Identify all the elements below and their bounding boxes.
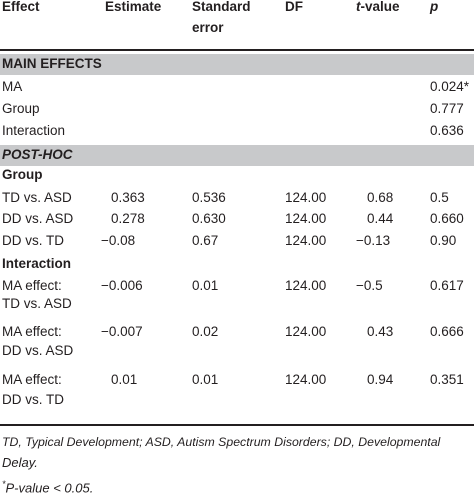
cell-df: 124.00 bbox=[285, 233, 327, 248]
cell-p: 0.90 bbox=[430, 233, 457, 248]
cell-df: 124.00 bbox=[285, 324, 327, 339]
cell-effect-line2: DD vs. ASD bbox=[2, 343, 74, 358]
cell-df: 124.00 bbox=[285, 190, 327, 205]
cell-standard-error: 0.01 bbox=[192, 278, 219, 293]
cell-estimate: 0.278 bbox=[111, 211, 145, 226]
header-t-value: t-value bbox=[356, 0, 400, 16]
cell-effect-line1: MA effect: bbox=[2, 324, 62, 339]
footnote-abbreviations-line1: TD, Typical Development; ASD, Autism Spe… bbox=[2, 435, 441, 449]
footnote-abbreviations-line2: Delay. bbox=[2, 455, 38, 470]
section-band-post-hoc: POST-HOC bbox=[0, 145, 474, 166]
table-header: Effect Estimate Standard error DF t-valu… bbox=[0, 0, 474, 46]
cell-estimate: −0.08 bbox=[101, 233, 136, 248]
cell-effect-line2: TD vs. ASD bbox=[2, 296, 72, 311]
cell-t-value: 0.68 bbox=[367, 190, 394, 205]
cell-p: 0.636 bbox=[430, 123, 464, 138]
cell-effect-line1: MA effect: bbox=[2, 278, 62, 293]
cell-effect-line2: DD vs. TD bbox=[2, 392, 65, 407]
cell-standard-error: 0.67 bbox=[192, 233, 219, 248]
cell-t-value: −0.5 bbox=[356, 278, 383, 293]
cell-df: 124.00 bbox=[285, 211, 327, 226]
header-t-italic: t bbox=[356, 0, 361, 14]
header-standard-error-line1: Standard bbox=[192, 0, 251, 14]
section-label-main-effects: MAIN EFFECTS bbox=[2, 56, 102, 71]
header-estimate: Estimate bbox=[105, 0, 162, 14]
cell-estimate: 0.363 bbox=[111, 190, 145, 205]
cell-effect: DD vs. ASD bbox=[2, 211, 74, 226]
footnote-significance-text: P-value < 0.05. bbox=[5, 480, 94, 496]
subheading-group: Group bbox=[2, 167, 43, 182]
cell-df: 124.00 bbox=[285, 372, 327, 387]
cell-p: 0.5 bbox=[430, 190, 449, 205]
cell-effect: TD vs. ASD bbox=[2, 190, 72, 205]
header-effect: Effect bbox=[2, 0, 40, 14]
cell-p: 0.666 bbox=[430, 324, 464, 339]
cell-effect-line1: MA effect: bbox=[2, 372, 62, 387]
subheading-interaction: Interaction bbox=[2, 256, 72, 271]
footnote-star: * bbox=[2, 479, 6, 489]
cell-estimate: 0.01 bbox=[111, 372, 138, 387]
cell-effect: Group bbox=[2, 101, 40, 116]
cell-df: 124.00 bbox=[285, 278, 327, 293]
cell-standard-error: 0.536 bbox=[192, 190, 226, 205]
cell-standard-error: 0.630 bbox=[192, 211, 226, 226]
header-p: p bbox=[430, 0, 439, 14]
header-t-rest: -value bbox=[360, 0, 400, 14]
cell-estimate: −0.006 bbox=[101, 278, 143, 293]
cell-effect: Interaction bbox=[2, 123, 66, 138]
cell-p: 0.024* bbox=[430, 79, 470, 94]
cell-estimate: −0.007 bbox=[101, 324, 143, 339]
table-bottom-rule bbox=[0, 424, 474, 426]
cell-t-value: 0.94 bbox=[367, 372, 394, 387]
header-rule bbox=[0, 49, 474, 51]
section-band-main-effects: MAIN EFFECTS bbox=[0, 54, 474, 75]
cell-t-value: 0.44 bbox=[367, 211, 394, 226]
cell-t-value: 0.43 bbox=[367, 324, 394, 339]
cell-t-value: −0.13 bbox=[356, 233, 391, 248]
cell-standard-error: 0.01 bbox=[192, 372, 219, 387]
cell-p: 0.660 bbox=[430, 211, 464, 226]
cell-standard-error: 0.02 bbox=[192, 324, 219, 339]
cell-effect: DD vs. TD bbox=[2, 233, 65, 248]
cell-effect: MA bbox=[2, 79, 23, 94]
footnote-significance: *P-value < 0.05. bbox=[2, 474, 474, 498]
section-label-post-hoc: POST-HOC bbox=[2, 147, 73, 162]
cell-p: 0.617 bbox=[430, 278, 464, 293]
header-df: DF bbox=[285, 0, 303, 14]
cell-p: 0.351 bbox=[430, 372, 464, 387]
header-standard-error-line2: error bbox=[192, 20, 224, 35]
cell-p: 0.777 bbox=[430, 101, 464, 116]
